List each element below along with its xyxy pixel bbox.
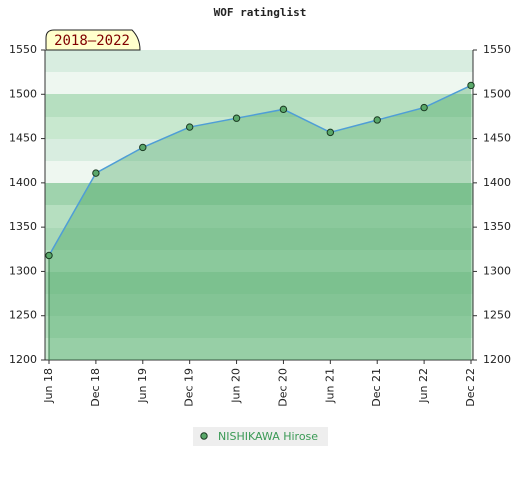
y2-tick-label: 1450 (483, 132, 511, 145)
legend-label: NISHIKAWA Hirose (218, 430, 318, 443)
background-bands (45, 50, 473, 360)
point (326, 128, 335, 137)
y-tick-label: 1500 (9, 87, 37, 100)
y-tick-label: 1200 (9, 353, 37, 366)
x-tick-label: Jun 22 (417, 368, 430, 404)
y2-tick-label: 1200 (483, 353, 511, 366)
point (139, 143, 147, 152)
annotation: 2018–2022 (54, 33, 130, 49)
y2-tick-label: 1250 (483, 309, 511, 322)
x-tick-label: Dec 22 (464, 368, 477, 407)
y-tick-label: 1400 (9, 176, 37, 189)
annotation-box (45, 29, 141, 51)
x-tick-label: Jun 18 (42, 368, 55, 404)
point (45, 251, 53, 260)
y-tick-label: 1350 (9, 220, 37, 233)
x-tick-label: Jun 21 (323, 368, 336, 404)
x-tick-label: Dec 21 (370, 368, 383, 407)
point (420, 103, 428, 112)
y-tick-label: 1300 (9, 264, 37, 277)
area (49, 85, 471, 360)
x-tick-label: Jun 20 (230, 368, 243, 404)
point (373, 116, 381, 124)
line (48, 84, 472, 256)
y2-tick-label: 1300 (483, 264, 511, 277)
y2-tick-label: 1350 (483, 220, 511, 233)
x-tick-label: Dec 18 (89, 368, 102, 407)
legend-marker (200, 432, 208, 440)
legend-box (193, 427, 328, 446)
y-tick-label: 1450 (9, 132, 37, 145)
x-tick-label: Dec 19 (183, 368, 196, 407)
y2-tick-label: 1500 (483, 87, 511, 100)
point (279, 105, 288, 114)
chart-title: WOF ratinglist (214, 6, 307, 19)
x-tick-label: Dec 20 (276, 368, 289, 407)
y2-tick-label: 1550 (483, 43, 511, 56)
x-tick-label: Jun 19 (136, 368, 149, 404)
point (92, 169, 100, 177)
point (467, 81, 475, 90)
point (232, 114, 241, 122)
point (185, 123, 194, 131)
y-tick-label: 1250 (9, 309, 37, 322)
y-tick-label: 1550 (9, 43, 37, 56)
y2-tick-label: 1400 (483, 176, 511, 189)
